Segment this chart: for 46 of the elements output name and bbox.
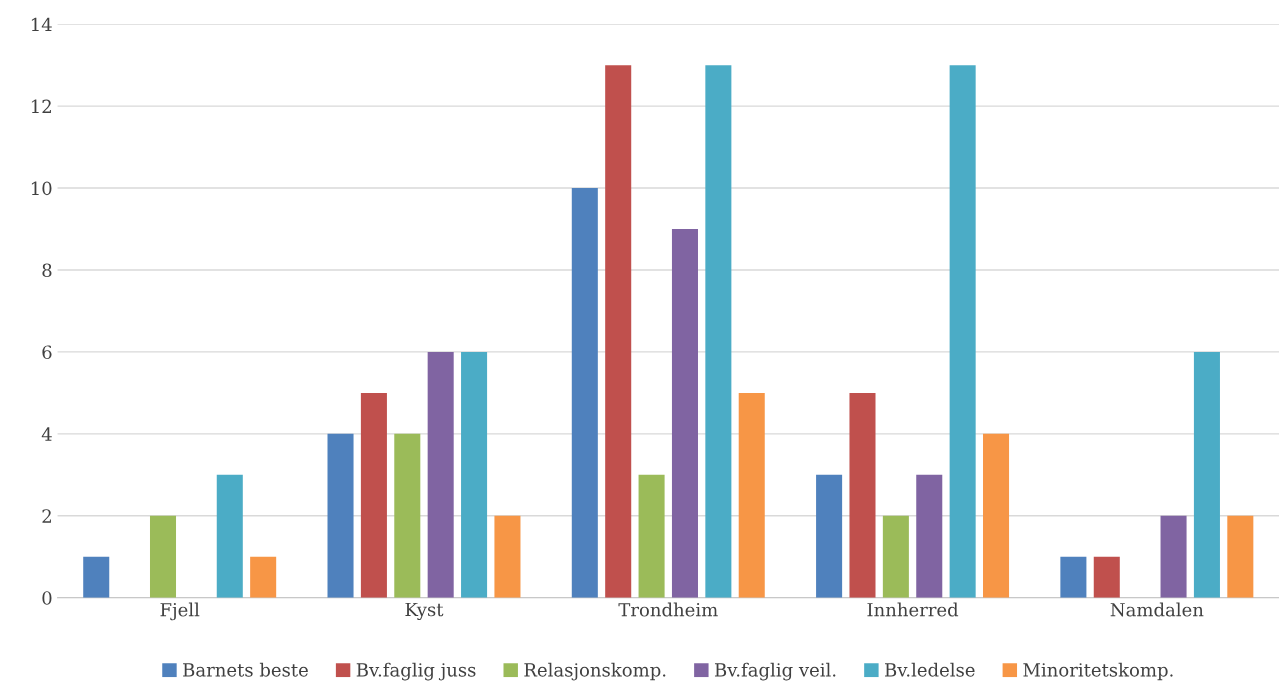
bar	[638, 474, 665, 598]
bar	[571, 188, 598, 598]
bar	[1093, 556, 1120, 598]
bar	[1227, 515, 1254, 598]
bar	[149, 515, 177, 598]
bar	[738, 392, 765, 598]
bar	[671, 229, 698, 598]
legend-label: Bv.faglig veil.	[714, 662, 836, 681]
bar	[816, 474, 843, 598]
y-tick-label: 4	[41, 427, 52, 441]
legend-label: Minoritetskomp.	[1023, 662, 1173, 681]
legend-label: Barnets beste	[183, 662, 308, 677]
bar	[983, 433, 1010, 598]
y-tick-label: 12	[31, 99, 51, 113]
y-tick-label: 8	[42, 263, 52, 278]
bar	[394, 433, 421, 598]
y-tick-label: 14	[31, 17, 52, 32]
bar	[494, 515, 521, 598]
bar	[216, 474, 243, 598]
y-tick-label: 10	[31, 181, 52, 196]
bar	[705, 65, 732, 598]
bar	[327, 433, 354, 598]
y-tick-label: 2	[42, 509, 51, 523]
bar	[83, 556, 110, 598]
x-tick-label: Kyst	[405, 602, 444, 621]
bar	[250, 556, 277, 598]
x-tick-label: Fjell	[160, 602, 200, 621]
bar	[949, 65, 976, 598]
bar	[1193, 351, 1220, 598]
bar	[605, 65, 632, 598]
legend-label: Relasjonskomp.	[524, 662, 666, 681]
x-tick-label: Innherred	[867, 602, 959, 617]
y-tick-label: 6	[42, 345, 52, 360]
legend-label: Bv.faglig juss	[356, 662, 476, 681]
x-tick-label: Trondheim	[618, 602, 718, 617]
bar	[360, 392, 387, 598]
bar	[916, 474, 943, 598]
bar	[1060, 556, 1087, 598]
bar	[1160, 515, 1187, 598]
legend-label: Bv.ledelse	[885, 662, 975, 677]
bar	[461, 351, 488, 598]
x-tick-label: Namdalen	[1110, 602, 1204, 617]
y-tick-label: 0	[42, 591, 52, 605]
bar	[849, 392, 876, 598]
bar	[882, 515, 909, 598]
bar	[427, 351, 454, 598]
